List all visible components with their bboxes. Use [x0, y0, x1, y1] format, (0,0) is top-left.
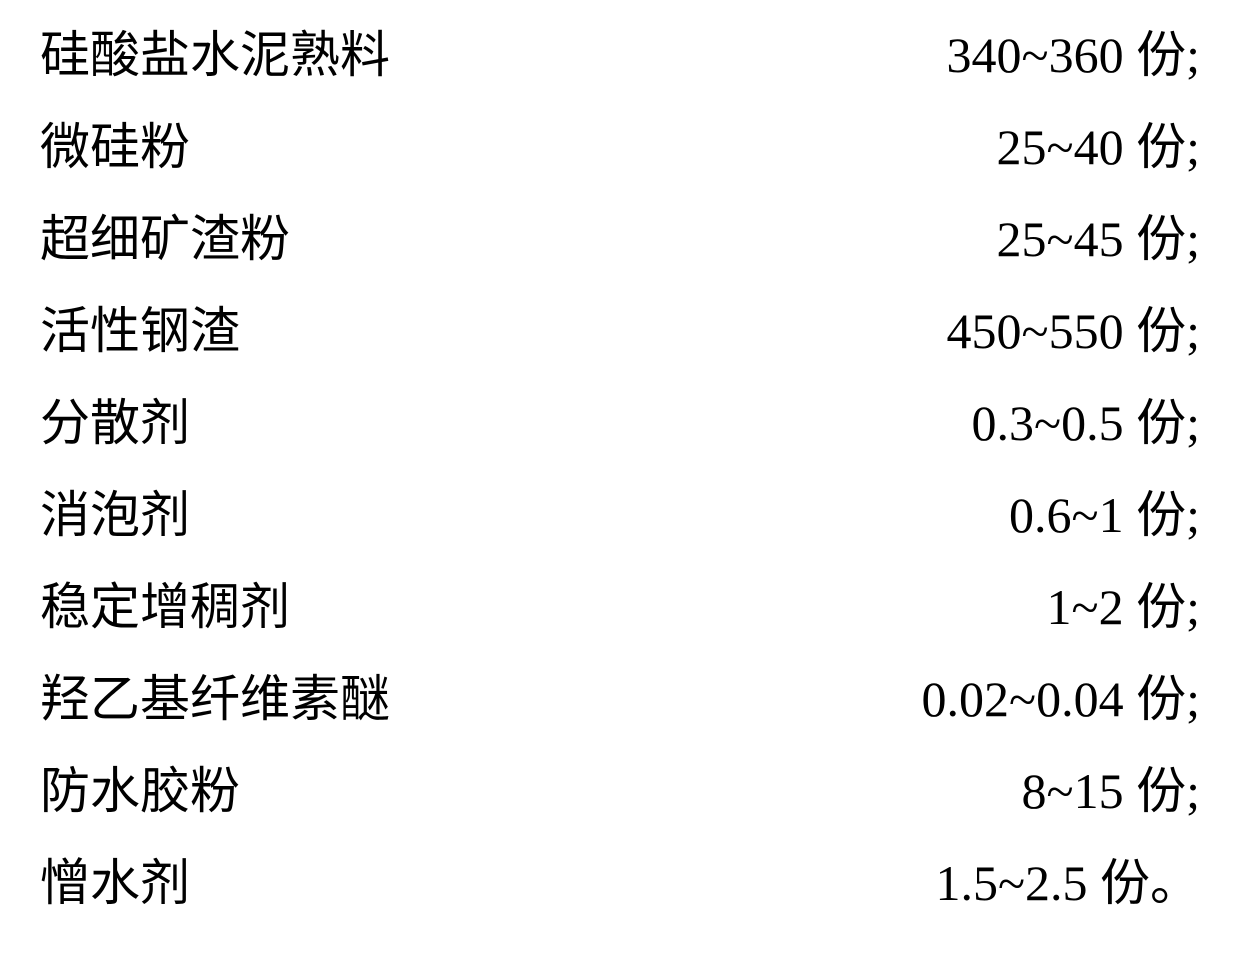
- ingredient-value: 340~360 份;: [947, 30, 1200, 80]
- table-row: 分散剂 0.3~0.5 份;: [40, 398, 1200, 448]
- ingredient-label: 憎水剂: [40, 858, 190, 908]
- ingredient-label: 防水胶粉: [40, 766, 240, 816]
- ingredient-label: 羟乙基纤维素醚: [40, 674, 390, 724]
- ingredient-value: 1.5~2.5 份。: [935, 858, 1200, 908]
- ingredient-value: 25~45 份;: [997, 214, 1200, 264]
- table-row: 超细矿渣粉 25~45 份;: [40, 214, 1200, 264]
- table-row: 羟乙基纤维素醚 0.02~0.04 份;: [40, 674, 1200, 724]
- ingredient-value: 450~550 份;: [947, 306, 1200, 356]
- ingredient-value: 1~2 份;: [1047, 582, 1200, 632]
- ingredient-value: 0.6~1 份;: [1009, 490, 1200, 540]
- table-row: 微硅粉 25~40 份;: [40, 122, 1200, 172]
- ingredient-value: 0.3~0.5 份;: [972, 398, 1200, 448]
- table-row: 稳定增稠剂 1~2 份;: [40, 582, 1200, 632]
- ingredient-label: 超细矿渣粉: [40, 214, 290, 264]
- table-row: 防水胶粉 8~15 份;: [40, 766, 1200, 816]
- ingredient-value: 0.02~0.04 份;: [922, 674, 1200, 724]
- ingredient-label: 稳定增稠剂: [40, 582, 290, 632]
- ingredient-label: 硅酸盐水泥熟料: [40, 30, 390, 80]
- table-row: 憎水剂 1.5~2.5 份。: [40, 858, 1200, 908]
- table-row: 硅酸盐水泥熟料 340~360 份;: [40, 30, 1200, 80]
- ingredient-label: 活性钢渣: [40, 306, 240, 356]
- ingredient-label: 分散剂: [40, 398, 190, 448]
- table-row: 活性钢渣 450~550 份;: [40, 306, 1200, 356]
- ingredient-value: 25~40 份;: [997, 122, 1200, 172]
- ingredient-label: 微硅粉: [40, 122, 190, 172]
- ingredient-label: 消泡剂: [40, 490, 190, 540]
- ingredient-list: 硅酸盐水泥熟料 340~360 份; 微硅粉 25~40 份; 超细矿渣粉 25…: [0, 0, 1240, 969]
- table-row: 消泡剂 0.6~1 份;: [40, 490, 1200, 540]
- ingredient-value: 8~15 份;: [1022, 766, 1200, 816]
